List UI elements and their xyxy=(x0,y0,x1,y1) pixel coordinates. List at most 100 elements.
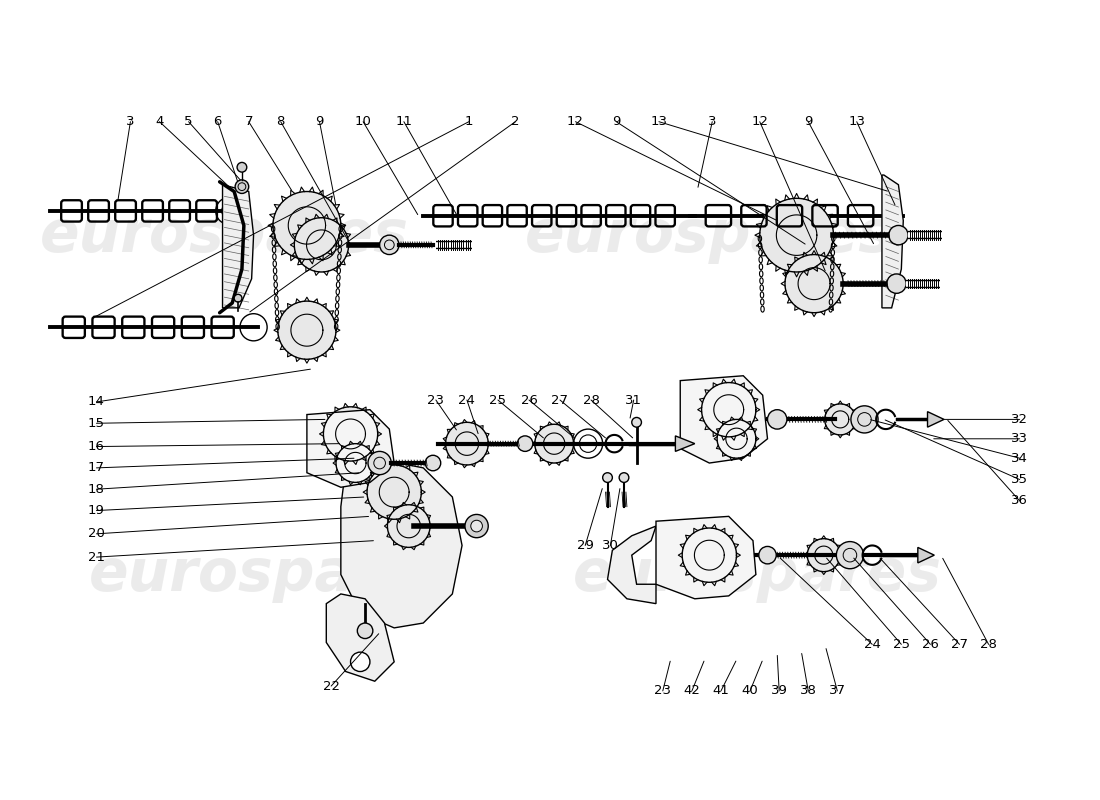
Text: 11: 11 xyxy=(395,115,412,128)
Text: 15: 15 xyxy=(88,417,104,430)
Circle shape xyxy=(358,623,373,638)
Text: eurospares: eurospares xyxy=(573,546,943,603)
Polygon shape xyxy=(656,516,756,598)
Text: 33: 33 xyxy=(1011,432,1028,446)
Text: eurospares: eurospares xyxy=(40,206,409,264)
Text: 22: 22 xyxy=(322,679,340,693)
Polygon shape xyxy=(682,528,737,582)
Circle shape xyxy=(889,226,909,245)
Text: 28: 28 xyxy=(980,638,997,651)
Text: 5: 5 xyxy=(185,115,192,128)
Polygon shape xyxy=(807,538,840,572)
Text: 28: 28 xyxy=(583,394,600,406)
Polygon shape xyxy=(785,254,844,313)
Text: 27: 27 xyxy=(952,638,968,651)
Text: 23: 23 xyxy=(428,394,444,406)
Circle shape xyxy=(379,235,399,254)
Text: 37: 37 xyxy=(828,685,846,698)
Text: 32: 32 xyxy=(1011,413,1028,426)
Text: 6: 6 xyxy=(213,115,222,128)
Text: 31: 31 xyxy=(625,394,642,406)
Polygon shape xyxy=(760,198,834,272)
Polygon shape xyxy=(295,218,349,272)
Text: 36: 36 xyxy=(1011,494,1028,507)
Text: 30: 30 xyxy=(602,539,619,552)
Polygon shape xyxy=(927,412,944,427)
Text: 41: 41 xyxy=(713,685,729,698)
Text: 13: 13 xyxy=(650,115,668,128)
Circle shape xyxy=(759,546,777,564)
Text: 21: 21 xyxy=(88,550,104,563)
Text: 9: 9 xyxy=(316,115,323,128)
Circle shape xyxy=(619,473,629,482)
Polygon shape xyxy=(387,505,430,547)
Polygon shape xyxy=(222,185,254,308)
Circle shape xyxy=(234,294,242,302)
Text: 27: 27 xyxy=(551,394,569,406)
Polygon shape xyxy=(675,436,695,451)
Polygon shape xyxy=(825,404,856,435)
Text: 10: 10 xyxy=(354,115,372,128)
Circle shape xyxy=(465,514,488,538)
Circle shape xyxy=(426,455,441,470)
Polygon shape xyxy=(336,444,375,482)
Text: eurospares: eurospares xyxy=(88,546,458,603)
Text: 4: 4 xyxy=(155,115,164,128)
Circle shape xyxy=(517,436,532,451)
Text: 24: 24 xyxy=(459,394,475,406)
Polygon shape xyxy=(446,422,488,465)
Text: 26: 26 xyxy=(922,638,939,651)
Circle shape xyxy=(851,406,878,433)
Text: 26: 26 xyxy=(520,394,538,406)
Circle shape xyxy=(238,162,246,172)
Polygon shape xyxy=(680,376,768,463)
Polygon shape xyxy=(327,594,394,682)
Polygon shape xyxy=(535,424,573,463)
Circle shape xyxy=(631,418,641,427)
Text: 14: 14 xyxy=(88,395,104,409)
Polygon shape xyxy=(278,301,336,359)
Text: 3: 3 xyxy=(126,115,134,128)
Text: 25: 25 xyxy=(490,394,506,406)
Text: 3: 3 xyxy=(708,115,716,128)
Polygon shape xyxy=(307,410,394,487)
Circle shape xyxy=(235,180,249,194)
Text: 42: 42 xyxy=(683,685,701,698)
Text: 35: 35 xyxy=(1011,473,1028,486)
Text: 1: 1 xyxy=(464,115,473,128)
Polygon shape xyxy=(273,191,341,259)
Text: 13: 13 xyxy=(848,115,866,128)
Text: 12: 12 xyxy=(751,115,768,128)
Polygon shape xyxy=(341,458,462,628)
Circle shape xyxy=(351,652,370,671)
Circle shape xyxy=(768,410,786,429)
Polygon shape xyxy=(717,419,756,458)
Text: 9: 9 xyxy=(804,115,813,128)
Text: 16: 16 xyxy=(88,440,104,453)
Text: 18: 18 xyxy=(88,482,104,496)
Polygon shape xyxy=(917,547,934,563)
Text: 9: 9 xyxy=(612,115,620,128)
Text: 19: 19 xyxy=(88,504,104,517)
Text: 20: 20 xyxy=(88,527,104,540)
Text: 2: 2 xyxy=(512,115,519,128)
Text: 39: 39 xyxy=(771,685,788,698)
Text: 17: 17 xyxy=(88,462,104,474)
Text: 23: 23 xyxy=(654,685,671,698)
Text: 40: 40 xyxy=(741,685,758,698)
Text: 34: 34 xyxy=(1011,452,1028,465)
Polygon shape xyxy=(323,406,377,461)
Circle shape xyxy=(836,542,864,569)
Text: 7: 7 xyxy=(244,115,253,128)
Polygon shape xyxy=(607,526,656,604)
Text: 25: 25 xyxy=(893,638,910,651)
Circle shape xyxy=(887,274,906,294)
Polygon shape xyxy=(702,382,756,437)
Circle shape xyxy=(603,473,613,482)
Polygon shape xyxy=(367,465,421,519)
Text: 38: 38 xyxy=(800,685,816,698)
Text: 24: 24 xyxy=(864,638,881,651)
Circle shape xyxy=(471,520,483,532)
Circle shape xyxy=(368,451,392,474)
Text: eurospares: eurospares xyxy=(525,206,894,264)
